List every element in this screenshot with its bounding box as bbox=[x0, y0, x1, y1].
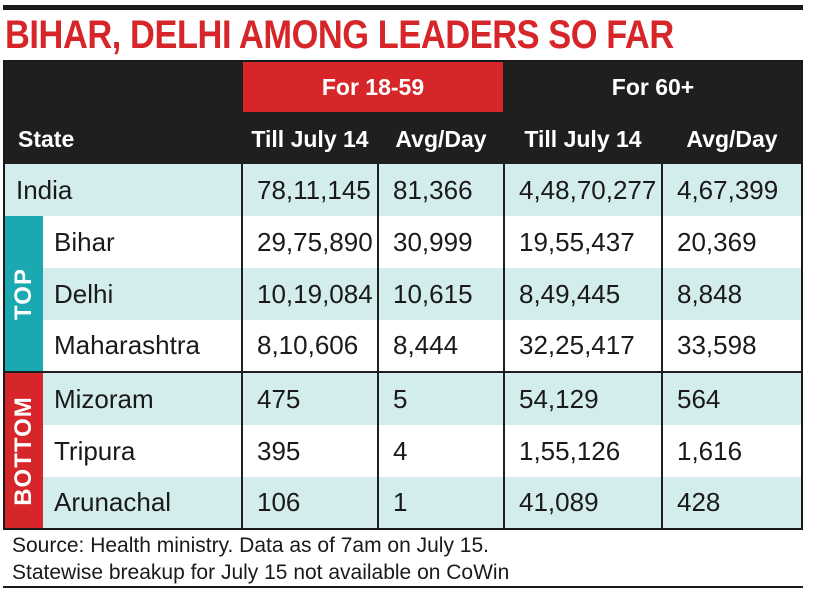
cell-till-60: 54,129 bbox=[505, 373, 661, 425]
row-state-tripura: Tripura bbox=[43, 425, 241, 477]
cell-till-60: 8,49,445 bbox=[505, 268, 661, 320]
cell-avg-18-59: 4 bbox=[379, 425, 503, 477]
bottom-rule bbox=[3, 586, 803, 588]
cell-till-60: 41,089 bbox=[505, 477, 661, 528]
cell-avg-60: 1,616 bbox=[663, 425, 801, 477]
cell-avg-18-59: 30,999 bbox=[379, 216, 503, 268]
cell-till-60: 32,25,417 bbox=[505, 320, 661, 371]
sidebar-bottom: BOTTOM bbox=[5, 373, 43, 528]
cell-avg-18-59: 81,366 bbox=[379, 164, 503, 216]
row-state-bihar: Bihar bbox=[43, 216, 241, 268]
header-till-60: Till July 14 bbox=[505, 114, 661, 164]
cell-avg-60: 428 bbox=[663, 477, 801, 528]
row-state-delhi: Delhi bbox=[43, 268, 241, 320]
row-state-arunachal: Arunachal bbox=[43, 477, 241, 528]
cell-avg-60: 4,67,399 bbox=[663, 164, 801, 216]
cell-avg-18-59: 10,615 bbox=[379, 268, 503, 320]
cell-till-60: 4,48,70,277 bbox=[505, 164, 661, 216]
source-note: Source: Health ministry. Data as of 7am … bbox=[12, 532, 802, 586]
source-line-2: Statewise breakup for July 15 not availa… bbox=[12, 561, 510, 584]
top-rule bbox=[3, 5, 803, 10]
cell-till-60: 19,55,437 bbox=[505, 216, 661, 268]
cell-till-18-59: 475 bbox=[243, 373, 377, 425]
row-state-mizoram: Mizoram bbox=[43, 373, 241, 425]
cell-avg-18-59: 5 bbox=[379, 373, 503, 425]
sidebar-top: TOP bbox=[5, 216, 43, 371]
sidebar-top-label: TOP bbox=[10, 267, 37, 320]
cell-avg-60: 564 bbox=[663, 373, 801, 425]
header-state: State bbox=[5, 114, 241, 164]
header-avg-60: Avg/Day bbox=[663, 114, 801, 164]
data-table: State For 18-59 For 60+ Till July 14 Avg… bbox=[3, 60, 803, 530]
cell-avg-18-59: 8,444 bbox=[379, 320, 503, 371]
row-state-maharashtra: Maharashtra bbox=[43, 320, 241, 371]
cell-till-18-59: 29,75,890 bbox=[243, 216, 377, 268]
headline: BIHAR, DELHI AMONG LEADERS SO FAR bbox=[5, 13, 674, 57]
cell-avg-60: 20,369 bbox=[663, 216, 801, 268]
cell-till-18-59: 106 bbox=[243, 477, 377, 528]
row-state-india: India bbox=[5, 164, 241, 216]
cell-till-18-59: 8,10,606 bbox=[243, 320, 377, 371]
sidebar-bottom-label: BOTTOM bbox=[10, 395, 38, 506]
header-till-18-59: Till July 14 bbox=[243, 114, 377, 164]
cell-avg-60: 8,848 bbox=[663, 268, 801, 320]
header-group-60-plus: For 60+ bbox=[505, 62, 801, 112]
cell-avg-18-59: 1 bbox=[379, 477, 503, 528]
cell-till-18-59: 78,11,145 bbox=[243, 164, 377, 216]
header-group-18-59: For 18-59 bbox=[243, 62, 503, 112]
source-line-1: Source: Health ministry. Data as of 7am … bbox=[12, 534, 489, 557]
cell-avg-60: 33,598 bbox=[663, 320, 801, 371]
cell-till-18-59: 10,19,084 bbox=[243, 268, 377, 320]
cell-till-18-59: 395 bbox=[243, 425, 377, 477]
header-avg-18-59: Avg/Day bbox=[379, 114, 503, 164]
cell-till-60: 1,55,126 bbox=[505, 425, 661, 477]
